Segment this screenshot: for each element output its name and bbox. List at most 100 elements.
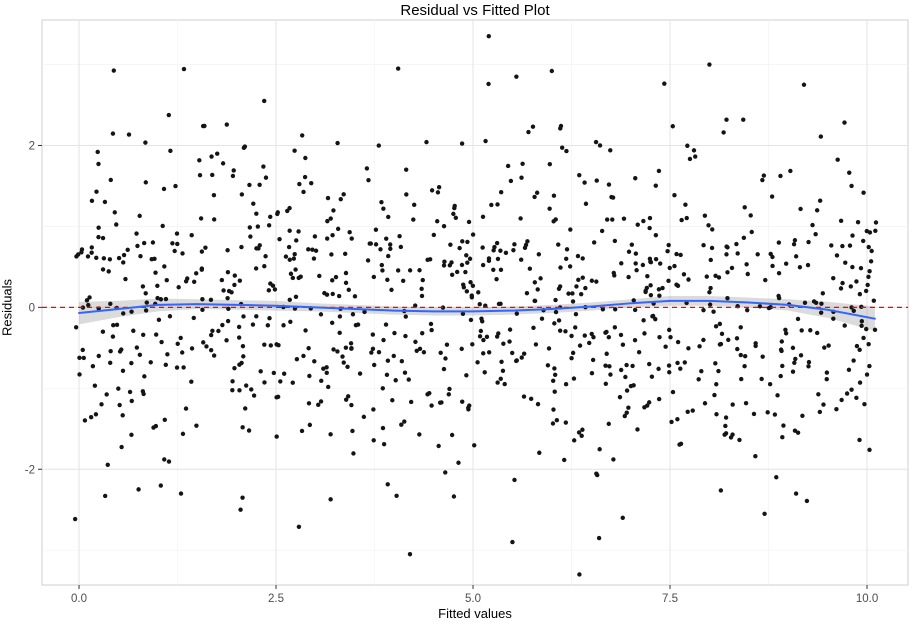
scatter-point [570,291,575,296]
scatter-point [386,214,391,220]
scatter-point [220,161,226,166]
scatter-point [682,360,687,365]
scatter-point [230,387,235,393]
scatter-point [114,222,119,227]
scatter-point [685,143,690,148]
scatter-point [254,314,259,319]
scatter-point [424,139,429,145]
scatter-point [306,346,311,351]
scatter-point [392,330,397,336]
scatter-point [301,353,306,359]
scatter-point [780,363,785,369]
scatter-point [347,229,352,235]
scatter-point [328,432,333,437]
scatter-point [657,293,662,298]
scatter-point [640,262,646,268]
scatter-point [656,287,662,292]
scatter-point [776,270,782,276]
scatter-point [174,365,180,370]
scatter-point [210,328,215,333]
scatter-point [185,276,190,281]
scatter-point [610,217,615,222]
scatter-point [804,498,810,504]
scatter-point [792,360,797,365]
scatter-point [808,328,813,333]
scatter-point [331,347,336,352]
scatter-point [246,428,252,433]
scatter-point [553,217,558,222]
scatter-point [365,258,371,263]
scatter-point [495,202,500,207]
scatter-point [559,145,565,150]
scatter-point [518,257,524,262]
scatter-point [350,312,356,317]
scatter-point [792,238,798,243]
scatter-point [158,297,164,302]
scatter-point [266,223,272,228]
scatter-point [384,372,390,378]
scatter-point [649,374,655,379]
scatter-point [595,472,600,478]
scatter-point [570,299,576,304]
scatter-point [77,355,82,360]
scatter-point [199,267,204,272]
scatter-point [175,341,180,347]
scatter-point [701,307,706,313]
scatter-point [783,327,788,332]
scatter-point [318,399,324,404]
scatter-point [341,192,346,197]
scatter-point [724,244,729,249]
scatter-point [730,432,735,437]
scatter-point [717,321,723,327]
scatter-point [648,292,654,298]
scatter-point [851,308,856,314]
scatter-point [603,363,608,368]
scatter-point [684,215,689,221]
scatter-point [779,339,784,344]
scatter-point [635,222,640,227]
scatter-point [121,252,127,258]
scatter-point [74,254,79,259]
scatter-point [165,352,170,357]
scatter-point [843,260,848,265]
scatter-point [324,292,330,297]
scatter-point [806,364,811,369]
scatter-point [577,173,582,178]
scatter-point [408,399,414,405]
scatter-point [484,334,490,340]
scatter-point [589,331,594,337]
scatter-point [383,322,389,327]
scatter-point [481,351,486,356]
scatter-point [716,368,721,374]
scatter-point [642,331,647,336]
scatter-point [633,251,639,256]
scatter-point [626,405,631,410]
scatter-point [770,263,775,269]
scatter-point [257,182,262,187]
scatter-point [134,345,140,350]
scatter-point [210,172,215,178]
scatter-point [725,270,730,275]
scatter-point [859,319,865,324]
scatter-point [160,223,165,229]
scatter-point [721,130,726,135]
scatter-point [521,394,527,399]
scatter-point [699,369,704,374]
scatter-point [394,493,399,498]
scatter-point [530,124,536,129]
scatter-point [270,283,276,288]
scatter-point [402,370,408,375]
scatter-point [524,290,530,296]
scatter-point [494,276,499,282]
scatter-point [769,194,775,199]
scatter-point [619,261,624,266]
scatter-point [557,284,563,289]
scatter-point [512,242,517,247]
scatter-point [800,413,805,418]
scatter-point [189,346,195,351]
scatter-point [141,391,146,397]
scatter-point [710,227,715,232]
scatter-point [608,372,613,377]
scatter-point [656,168,662,174]
scatter-point [96,225,101,230]
